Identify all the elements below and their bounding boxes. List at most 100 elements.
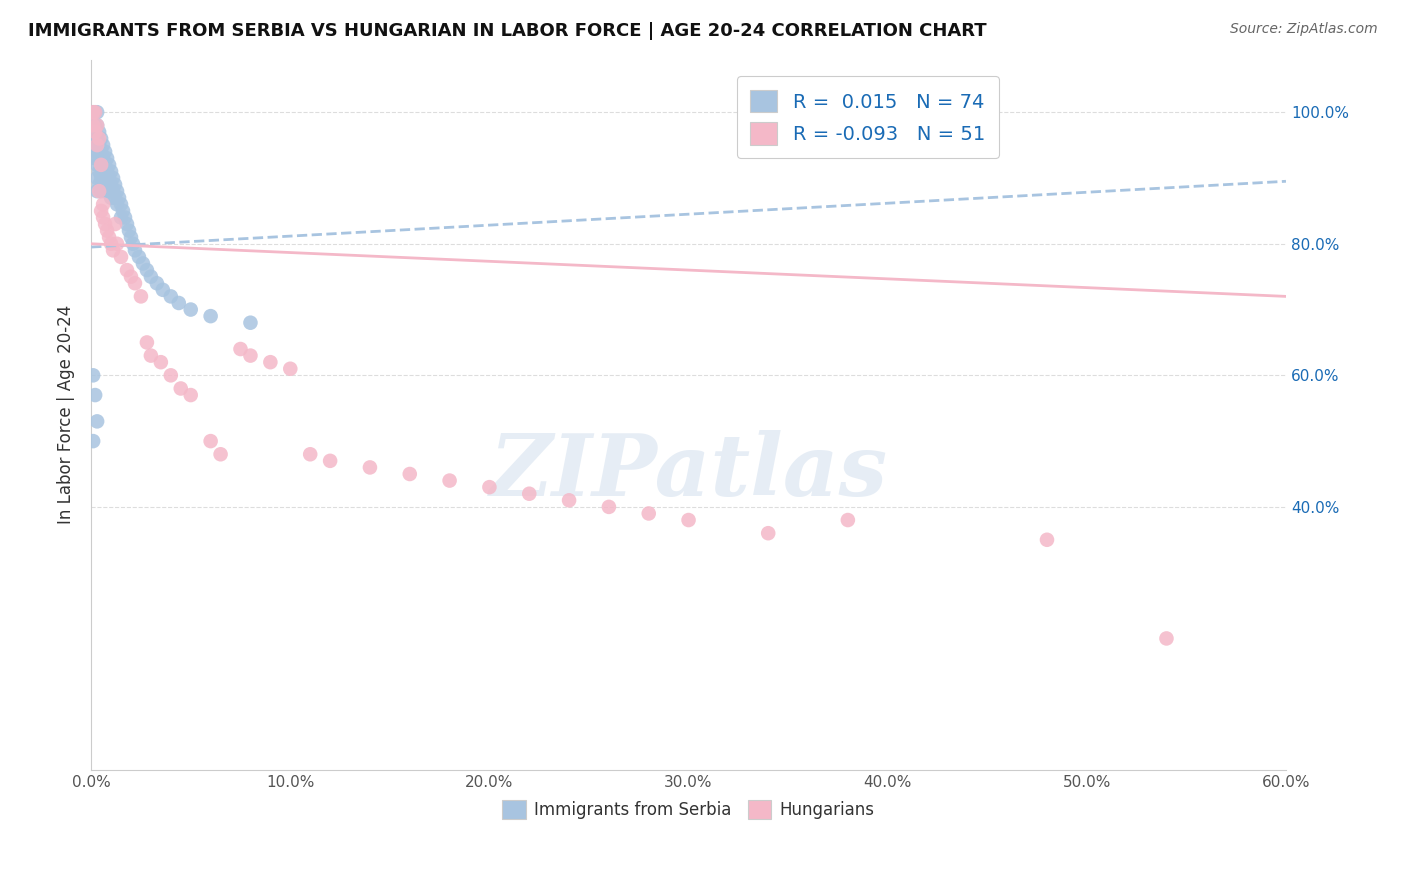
Point: [86, 145, 108, 159]
Point: [299, 447, 322, 461]
Point: [439, 474, 461, 488]
Point: [86, 171, 108, 186]
Point: [101, 244, 124, 258]
Text: ZIPatlas: ZIPatlas: [489, 430, 887, 514]
Point: [90, 145, 112, 159]
Point: [100, 178, 122, 192]
Point: [100, 164, 122, 178]
Point: [96, 224, 118, 238]
Point: [96, 164, 118, 178]
Point: [200, 309, 222, 323]
Text: Source: ZipAtlas.com: Source: ZipAtlas.com: [1230, 22, 1378, 37]
Point: [229, 342, 252, 356]
Point: [120, 230, 142, 244]
Point: [98, 184, 121, 198]
Point: [87, 131, 110, 145]
Point: [115, 217, 138, 231]
Point: [110, 250, 132, 264]
Point: [94, 184, 117, 198]
Point: [124, 244, 146, 258]
Point: [558, 493, 581, 508]
Point: [90, 171, 112, 186]
Point: [82, 119, 104, 133]
Point: [478, 480, 501, 494]
Point: [180, 302, 202, 317]
Point: [837, 513, 859, 527]
Point: [82, 138, 104, 153]
Point: [104, 217, 127, 231]
Point: [87, 125, 110, 139]
Point: [118, 224, 141, 238]
Point: [101, 184, 124, 198]
Point: [86, 105, 108, 120]
Point: [91, 164, 114, 178]
Point: [84, 119, 107, 133]
Text: IMMIGRANTS FROM SERBIA VS HUNGARIAN IN LABOR FORCE | AGE 20-24 CORRELATION CHART: IMMIGRANTS FROM SERBIA VS HUNGARIAN IN L…: [28, 22, 987, 40]
Point: [82, 434, 104, 449]
Point: [115, 263, 138, 277]
Point: [110, 211, 132, 225]
Point: [146, 277, 169, 291]
Point: [108, 191, 131, 205]
Point: [98, 158, 121, 172]
Point: [86, 138, 108, 153]
Point: [135, 335, 157, 350]
Point: [149, 355, 172, 369]
Point: [86, 131, 108, 145]
Point: [110, 197, 132, 211]
Point: [104, 178, 127, 192]
Y-axis label: In Labor Force | Age 20-24: In Labor Force | Age 20-24: [58, 305, 75, 524]
Point: [87, 138, 110, 153]
Point: [139, 349, 162, 363]
Point: [678, 513, 700, 527]
Point: [319, 454, 342, 468]
Point: [139, 269, 162, 284]
Point: [87, 178, 110, 192]
Point: [278, 361, 301, 376]
Point: [398, 467, 420, 481]
Point: [90, 131, 112, 145]
Point: [91, 197, 114, 211]
Point: [87, 184, 110, 198]
Point: [91, 151, 114, 165]
Point: [159, 289, 181, 303]
Point: [167, 296, 190, 310]
Point: [82, 368, 104, 383]
Point: [87, 151, 110, 165]
Point: [91, 138, 114, 153]
Point: [94, 158, 117, 172]
Point: [82, 125, 104, 139]
Point: [105, 197, 128, 211]
Point: [86, 119, 108, 133]
Point: [105, 184, 128, 198]
Point: [637, 507, 659, 521]
Point: [239, 349, 262, 363]
Point: [84, 138, 107, 153]
Point: [98, 171, 121, 186]
Point: [90, 184, 112, 198]
Point: [82, 105, 104, 120]
Point: [104, 191, 127, 205]
Point: [209, 447, 232, 461]
Point: [122, 236, 145, 251]
Point: [124, 277, 146, 291]
Point: [100, 191, 122, 205]
Point: [259, 355, 281, 369]
Point: [100, 236, 122, 251]
Point: [111, 203, 134, 218]
Point: [170, 382, 193, 396]
Point: [84, 125, 107, 139]
Point: [90, 158, 112, 172]
Point: [94, 145, 117, 159]
Point: [180, 388, 202, 402]
Point: [87, 164, 110, 178]
Point: [756, 526, 779, 541]
Point: [1036, 533, 1059, 547]
Point: [96, 178, 118, 192]
Point: [96, 151, 118, 165]
Point: [152, 283, 174, 297]
Point: [84, 105, 107, 120]
Point: [90, 158, 112, 172]
Point: [239, 316, 262, 330]
Point: [159, 368, 181, 383]
